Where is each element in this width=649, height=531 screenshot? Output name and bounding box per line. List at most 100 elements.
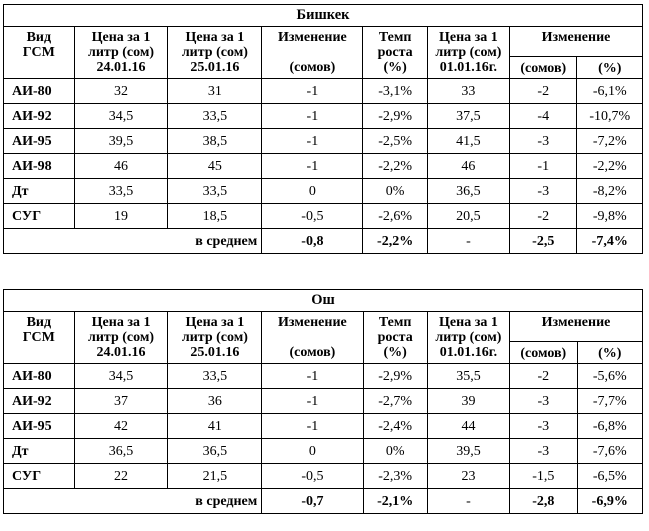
change-cell: -1 (261, 363, 364, 389)
price-01-01-cell: 41,5 (426, 128, 511, 154)
fuel-type-cell: Дт (3, 178, 75, 204)
header-change2-som: (сомов) (509, 341, 578, 364)
header-price-01-01: Цена за 1 литр (сом) 01.01.16г. (426, 311, 511, 364)
fuel-type-cell: АИ-80 (3, 363, 75, 389)
city-title: Ош (3, 289, 643, 312)
growth-rate-cell: -3,1% (362, 78, 428, 104)
city-title: Бишкек (3, 4, 643, 27)
table-row: СУГ 22 21,5 -0,5 -2,3% 23 -1,5 -6,5% (3, 463, 644, 489)
change2-som-cell: -3 (509, 413, 578, 439)
price-24-01-cell: 42 (73, 413, 169, 439)
price-01-01-cell: 36,5 (426, 178, 511, 204)
bishkek-price-table: Бишкек Вид ГСМ Цена за 1 литр (сом) 24.01.16 Ц… (2, 4, 643, 254)
price-25-01-cell: 33,5 (167, 103, 263, 129)
header-line: Темп (378, 30, 412, 45)
fuel-type-cell: АИ-92 (3, 103, 75, 129)
price-24-01-cell: 36,5 (73, 438, 169, 464)
average-growth-rate-cell: -2,2% (362, 228, 428, 254)
price-25-01-cell: 31 (167, 78, 263, 104)
header-growth-rate: Темп роста (%) (362, 26, 428, 79)
average-change-cell: -0,7 (261, 488, 364, 514)
table-row: АИ-92 37 36 -1 -2,7% 39 -3 -7,7% (3, 388, 644, 414)
fuel-type-cell: АИ-92 (3, 388, 75, 414)
fuel-type-cell: АИ-95 (3, 128, 75, 154)
header-line: ГСМ (22, 45, 55, 60)
price-01-01-cell: 39,5 (426, 438, 511, 464)
change2-som-cell: -2 (509, 78, 578, 104)
header-line: Вид (26, 30, 52, 45)
fuel-type-cell: СУГ (3, 203, 75, 229)
average-label: в среднем (2, 228, 263, 254)
fuel-type-cell: Дт (3, 438, 75, 464)
growth-rate-cell: -2,4% (362, 413, 428, 439)
table-row: АИ-80 34,5 33,5 -1 -2,9% 35,5 -2 -5,6% (3, 363, 644, 389)
price-01-01-cell: 35,5 (426, 363, 511, 389)
average-change2-pct-cell: -6,9% (576, 488, 644, 514)
header-line: литр (сом) (181, 45, 248, 60)
table-row: Дт 36,5 36,5 0 0% 39,5 -3 -7,6% (3, 438, 644, 464)
price-24-01-cell: 34,5 (73, 103, 169, 129)
header-line: (%) (383, 60, 407, 75)
header-line: Темп (378, 315, 412, 330)
change2-pct-cell: -6,5% (576, 463, 644, 489)
table-row: СУГ 19 18,5 -0,5 -2,6% 20,5 -2 -9,8% (3, 203, 643, 229)
header-line: Вид (26, 315, 52, 330)
change2-pct-cell: -7,6% (576, 438, 644, 464)
header-growth-rate: Темп роста (%) (362, 311, 428, 364)
header-change-since-jan: Изменение (509, 26, 643, 57)
price-25-01-cell: 36 (167, 388, 263, 414)
price-24-01-cell: 37 (73, 388, 169, 414)
price-24-01-cell: 34,5 (73, 363, 169, 389)
change-cell: -0,5 (261, 463, 364, 489)
change-cell: 0 (261, 438, 364, 464)
header-price-01-01: Цена за 1 литр (сом) 01.01.16г. (426, 26, 511, 79)
osh-price-table: Ош Вид ГСМ Цена за 1 литр (сом) 24.01.16 Цена … (2, 289, 644, 514)
header-line: 25.01.16 (190, 60, 240, 75)
header-change2-som: (сомов) (509, 56, 578, 79)
fuel-type-cell: СУГ (3, 463, 75, 489)
table-row: АИ-80 32 31 -1 -3,1% 33 -2 -6,1% (3, 78, 643, 104)
header-fuel-type: Вид ГСМ (3, 311, 75, 364)
header-price-25-01: Цена за 1 литр (сом) 25.01.16 (167, 311, 263, 364)
price-01-01-cell: 33 (426, 78, 511, 104)
change2-pct-cell: -9,8% (576, 203, 643, 229)
change2-som-cell: -2 (509, 363, 578, 389)
header-line: ГСМ (22, 330, 55, 345)
average-row: в среднем -0,8 -2,2% - -2,5 -7,4% (2, 228, 643, 254)
change-cell: -1 (261, 103, 364, 129)
header-change-since-jan: Изменение (509, 311, 643, 342)
price-25-01-cell: 33,5 (167, 178, 263, 204)
header-change: Изменение (сомов) (261, 311, 364, 364)
change-cell: -1 (261, 388, 364, 414)
change-cell: -0,5 (261, 203, 364, 229)
price-24-01-cell: 19 (73, 203, 169, 229)
change2-pct-cell: -6,1% (576, 78, 643, 104)
growth-rate-cell: -2,7% (362, 388, 428, 414)
price-01-01-cell: 44 (426, 413, 511, 439)
header-fuel-type: Вид ГСМ (3, 26, 75, 79)
header-line: Цена за 1 (91, 30, 151, 45)
price-25-01-cell: 45 (167, 153, 263, 179)
price-24-01-cell: 32 (73, 78, 169, 104)
price-25-01-cell: 41 (167, 413, 263, 439)
header-price-25-01: Цена за 1 литр (сом) 25.01.16 (167, 26, 263, 79)
header-line: (сомов) (289, 60, 336, 75)
change-cell: 0 (261, 178, 364, 204)
price-01-01-cell: 23 (426, 463, 511, 489)
fuel-type-cell: АИ-80 (3, 78, 75, 104)
header-line: Изменение (278, 315, 347, 330)
average-change-cell: -0,8 (261, 228, 364, 254)
change-cell: -1 (261, 413, 364, 439)
price-24-01-cell: 33,5 (73, 178, 169, 204)
change2-pct-cell: -10,7% (576, 103, 643, 129)
header-spacer (264, 330, 360, 345)
table-row: АИ-95 42 41 -1 -2,4% 44 -3 -6,8% (3, 413, 644, 439)
price-24-01-cell: 46 (73, 153, 169, 179)
header-line: Цена за 1 (439, 315, 498, 330)
header-line: роста (377, 45, 413, 60)
change2-pct-cell: -7,2% (576, 128, 643, 154)
header-line: литр (сом) (88, 330, 155, 345)
header-line: литр (сом) (435, 45, 502, 60)
price-25-01-cell: 36,5 (167, 438, 263, 464)
header-line: литр (сом) (435, 330, 502, 345)
